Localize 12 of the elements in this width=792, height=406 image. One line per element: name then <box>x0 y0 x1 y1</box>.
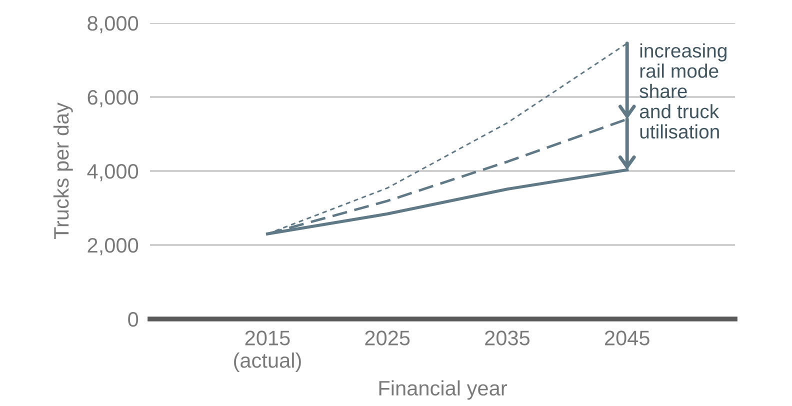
y-tick-label: 2,000 <box>88 238 138 256</box>
y-tick-label: 0 <box>128 312 138 327</box>
y-tick-label: 4,000 <box>87 164 138 182</box>
x-tick-label: 2025 <box>365 330 410 346</box>
y-tick-label: 6,000 <box>88 90 138 108</box>
x-axis-title: Financial year <box>379 380 508 400</box>
annotation: increasing rail mode share and truck utilisation <box>640 43 726 139</box>
x-tick-label: 2045 <box>604 330 650 346</box>
y-tick-label: 8,000 <box>88 16 138 34</box>
x-tick-label: 2015 (actual) <box>234 330 301 372</box>
x-tick-label: 2035 <box>485 330 530 346</box>
y-axis-title: Trucks per day <box>53 102 73 240</box>
